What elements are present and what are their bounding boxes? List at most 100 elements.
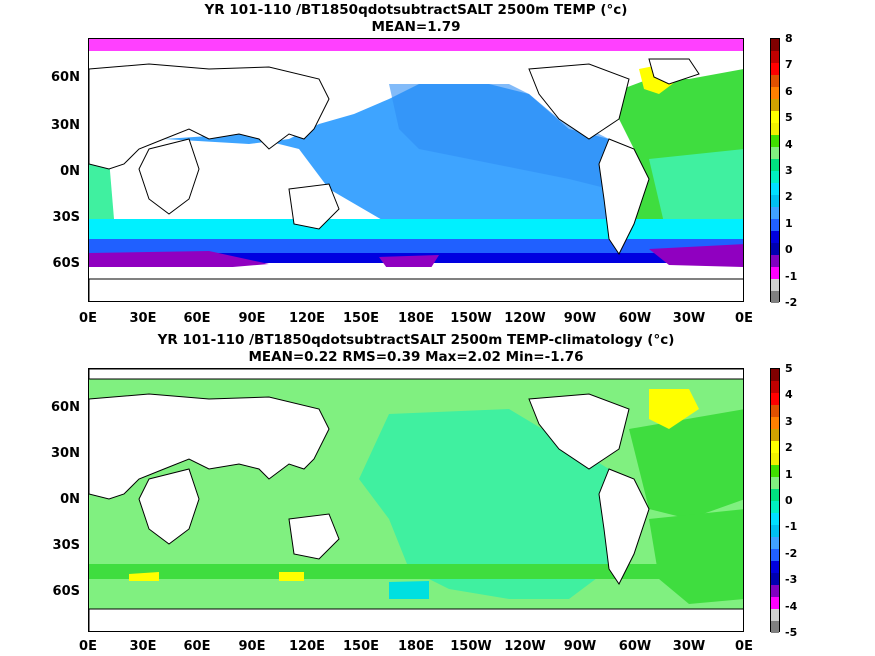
lon-label: 30E — [129, 311, 157, 326]
lat-label: 60S — [52, 256, 80, 271]
colorbar-swatch — [771, 573, 779, 585]
colorbar-label: 2 — [785, 441, 793, 455]
lat-label: 0N — [60, 164, 80, 179]
lon-label: 90E — [238, 639, 266, 654]
lon-label: 120W — [504, 311, 546, 326]
colorbar-swatch — [771, 585, 779, 597]
lon-label: 0E — [735, 311, 753, 326]
lon-label: 30W — [672, 639, 706, 654]
lon-label: 150E — [342, 311, 380, 326]
lon-label: 0E — [735, 639, 753, 654]
colorbar-swatch — [771, 597, 779, 609]
lon-label: 60E — [183, 639, 211, 654]
colorbar-swatch — [771, 159, 779, 171]
colorbar-label: 3 — [785, 164, 793, 177]
colorbar-swatch — [771, 537, 779, 549]
colorbar-swatch — [771, 393, 779, 405]
colorbar-swatch — [771, 267, 779, 279]
colorbar-label: 5 — [785, 362, 793, 375]
colorbar-label: 4 — [785, 388, 793, 402]
colorbar-swatch — [771, 135, 779, 147]
lat-label: 60S — [52, 584, 80, 599]
panel1-stats: MEAN=1.79 — [371, 19, 461, 35]
colorbar-swatch — [771, 87, 779, 99]
colorbar-swatch — [771, 279, 779, 291]
panel2-stats: MEAN=0.22 RMS=0.39 Max=2.02 Min=-1.76 — [248, 349, 584, 365]
lat-label: 60N — [51, 400, 80, 415]
colorbar-swatch — [771, 441, 779, 453]
colorbar-label: -5 — [785, 626, 798, 639]
panel2-colorbar — [770, 368, 780, 633]
colorbar-label: 0 — [785, 494, 793, 507]
colorbar-label: -1 — [785, 269, 798, 283]
colorbar-label: 1 — [785, 216, 793, 230]
colorbar-swatch — [771, 465, 779, 477]
colorbar-label: 4 — [785, 137, 793, 151]
colorbar-swatch — [771, 207, 779, 219]
lat-label: 30N — [51, 446, 80, 461]
colorbar-swatch — [771, 99, 779, 111]
panel1-map — [88, 38, 744, 302]
colorbar-swatch — [771, 63, 779, 75]
lon-label: 0E — [79, 639, 97, 654]
panel1-title: YR 101-110 /BT1850qdotsubtractSALT 2500m… — [204, 2, 628, 18]
colorbar-swatch — [771, 123, 779, 135]
colorbar-swatch — [771, 147, 779, 159]
colorbar-label: -3 — [785, 573, 798, 587]
lon-label: 60W — [618, 311, 652, 326]
colorbar-label: 1 — [785, 467, 793, 481]
colorbar-swatch — [771, 501, 779, 513]
colorbar-label: 3 — [785, 414, 793, 428]
colorbar-swatch — [771, 255, 779, 267]
panel2-map — [88, 368, 744, 632]
lon-label: 120W — [504, 639, 546, 654]
colorbar-swatch — [771, 195, 779, 207]
colorbar-swatch — [771, 75, 779, 87]
colorbar-swatch — [771, 369, 779, 381]
lon-label: 150W — [450, 639, 492, 654]
colorbar-swatch — [771, 453, 779, 465]
lon-label: 0E — [79, 311, 97, 326]
lat-label: 0N — [60, 492, 80, 507]
lat-label: 60N — [51, 70, 80, 85]
lon-label: 90W — [563, 311, 597, 326]
lon-label: 150E — [342, 639, 380, 654]
lat-label: 30S — [52, 538, 80, 553]
lon-label: 180E — [397, 639, 435, 654]
colorbar-swatch — [771, 171, 779, 183]
colorbar-swatch — [771, 621, 779, 633]
panel1-colorbar — [770, 38, 780, 303]
colorbar-swatch — [771, 429, 779, 441]
lon-label: 60E — [183, 311, 211, 326]
colorbar-swatch — [771, 243, 779, 255]
colorbar-label: -1 — [785, 520, 798, 534]
lon-label: 120E — [288, 311, 326, 326]
colorbar-label: 5 — [785, 111, 793, 125]
lon-label: 30W — [672, 311, 706, 326]
colorbar-label: 0 — [785, 243, 793, 257]
lon-label: 90W — [563, 639, 597, 654]
lat-label: 30S — [52, 210, 80, 225]
colorbar-swatch — [771, 39, 779, 51]
colorbar-swatch — [771, 549, 779, 561]
panel2-title: YR 101-110 /BT1850qdotsubtractSALT 2500m… — [157, 332, 675, 348]
lat-label: 30N — [51, 118, 80, 133]
colorbar-swatch — [771, 489, 779, 501]
colorbar-swatch — [771, 381, 779, 393]
colorbar-label: -2 — [785, 296, 798, 309]
lon-label: 60W — [618, 639, 652, 654]
lon-label: 90E — [238, 311, 266, 326]
colorbar-swatch — [771, 561, 779, 573]
colorbar-swatch — [771, 111, 779, 123]
colorbar-swatch — [771, 291, 779, 303]
colorbar-swatch — [771, 525, 779, 537]
colorbar-swatch — [771, 405, 779, 417]
lon-label: 120E — [288, 639, 326, 654]
lon-label: 150W — [450, 311, 492, 326]
colorbar-label: 2 — [785, 190, 793, 204]
colorbar-label: 7 — [785, 58, 793, 72]
colorbar-label: 8 — [785, 32, 793, 45]
lon-label: 180E — [397, 311, 435, 326]
colorbar-swatch — [771, 231, 779, 243]
colorbar-label: -4 — [785, 599, 798, 613]
